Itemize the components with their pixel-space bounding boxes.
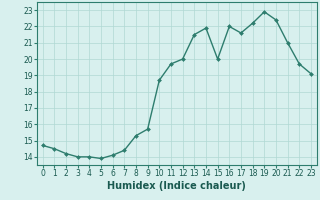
X-axis label: Humidex (Indice chaleur): Humidex (Indice chaleur) (108, 181, 246, 191)
